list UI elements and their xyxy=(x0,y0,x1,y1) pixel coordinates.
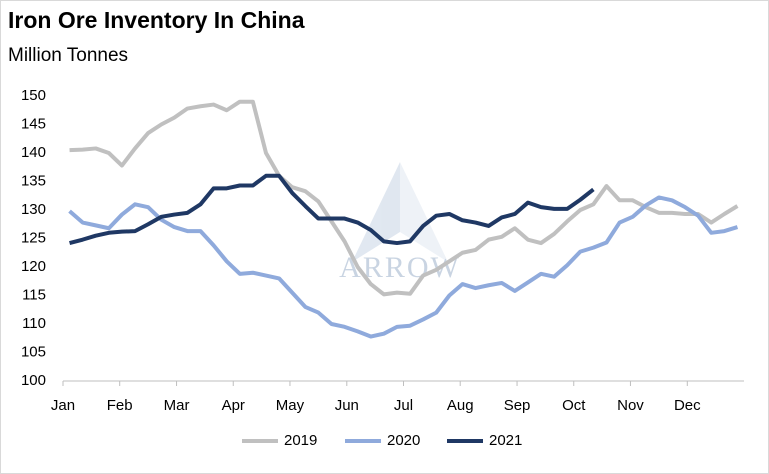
y-tick-label: 110 xyxy=(22,315,46,332)
y-tick-label: 135 xyxy=(21,172,46,189)
legend-label: 2021 xyxy=(489,432,522,449)
x-tick-label: Nov xyxy=(617,397,644,414)
x-tick-label: Mar xyxy=(164,397,190,414)
series-line xyxy=(69,173,595,246)
chart-subtitle: Million Tonnes xyxy=(8,45,128,66)
x-tick-label: Sep xyxy=(504,397,531,414)
legend-label: 2019 xyxy=(284,432,317,449)
y-tick-label: 105 xyxy=(21,343,46,360)
y-tick-label: 100 xyxy=(21,372,46,389)
y-tick-label: 140 xyxy=(21,144,46,161)
y-tick-label: 120 xyxy=(21,258,46,275)
x-tick-label: Jun xyxy=(335,397,359,414)
x-tick-label: Jan xyxy=(51,397,75,414)
legend-label: 2020 xyxy=(387,432,420,449)
y-tick-label: 115 xyxy=(22,286,46,303)
x-tick-label: Oct xyxy=(562,397,586,414)
x-tick-label: Feb xyxy=(107,397,133,414)
y-tick-label: 125 xyxy=(21,229,46,246)
x-tick-label: Jul xyxy=(394,397,413,414)
series-line xyxy=(68,195,739,339)
x-tick-label: Dec xyxy=(674,397,701,414)
chart-title: Iron Ore Inventory In China xyxy=(8,7,305,33)
y-tick-label: 145 xyxy=(21,115,46,132)
y-tick-label: 130 xyxy=(21,201,46,218)
series-line xyxy=(69,99,739,297)
x-tick-label: Apr xyxy=(222,397,245,414)
y-tick-label: 150 xyxy=(21,87,46,104)
x-tick-label: May xyxy=(276,397,305,414)
x-tick-label: Aug xyxy=(447,397,474,414)
